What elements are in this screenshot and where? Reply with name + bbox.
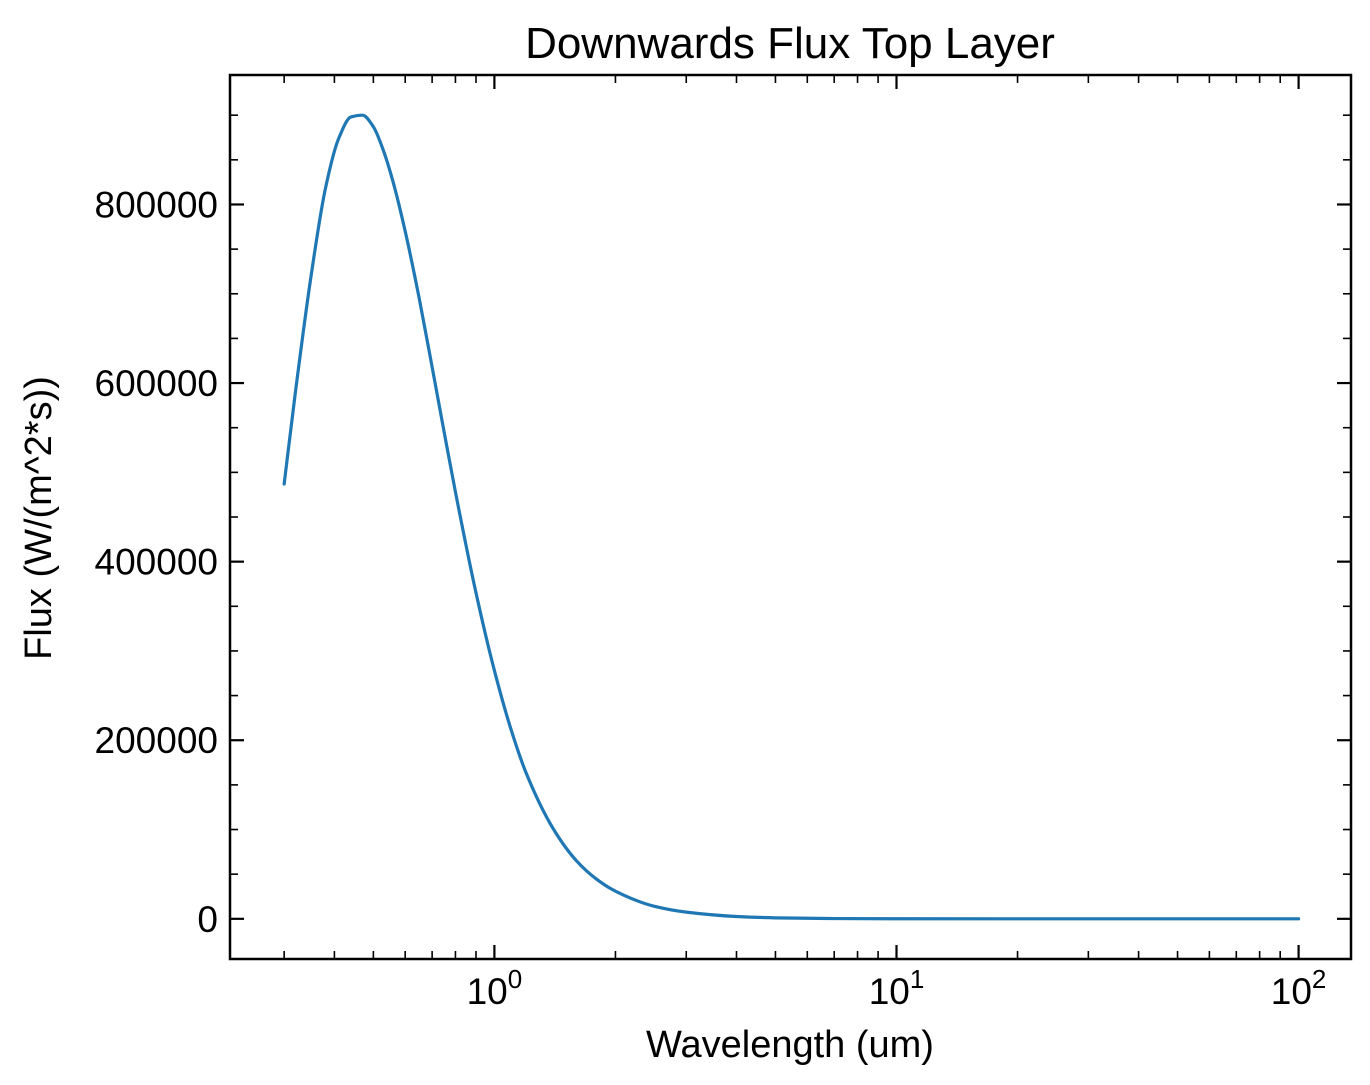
x-tick-label: 100 [467, 964, 523, 1012]
y-tick-label: 400000 [95, 542, 218, 583]
x-tick-label: 102 [1271, 964, 1327, 1012]
x-tick-label-base: 10 [467, 971, 508, 1012]
x-tick-label-exponent: 2 [1312, 964, 1326, 994]
x-axis-tick-labels: 100 101 102 [467, 964, 1327, 1012]
y-axis-ticks [230, 115, 1351, 919]
x-tick-label-exponent: 1 [910, 964, 924, 994]
x-axis-ticks [284, 75, 1298, 959]
y-tick-label: 800000 [95, 184, 218, 225]
x-axis-label: Wavelength (um) [646, 1024, 934, 1066]
x-tick-label-exponent: 0 [508, 964, 522, 994]
y-tick-label: 200000 [95, 720, 218, 761]
y-tick-label: 600000 [95, 363, 218, 404]
x-tick-label-base: 10 [869, 971, 910, 1012]
series-line-downwards-flux [284, 115, 1298, 919]
y-axis-tick-labels: 0 200000 400000 600000 800000 [95, 184, 218, 939]
y-axis-label: Flux (W/(m^2*s)) [18, 376, 60, 660]
x-tick-label: 101 [869, 964, 925, 1012]
x-tick-label-base: 10 [1271, 971, 1312, 1012]
chart-title: Downwards Flux Top Layer [525, 19, 1055, 68]
y-tick-label: 0 [197, 899, 218, 940]
